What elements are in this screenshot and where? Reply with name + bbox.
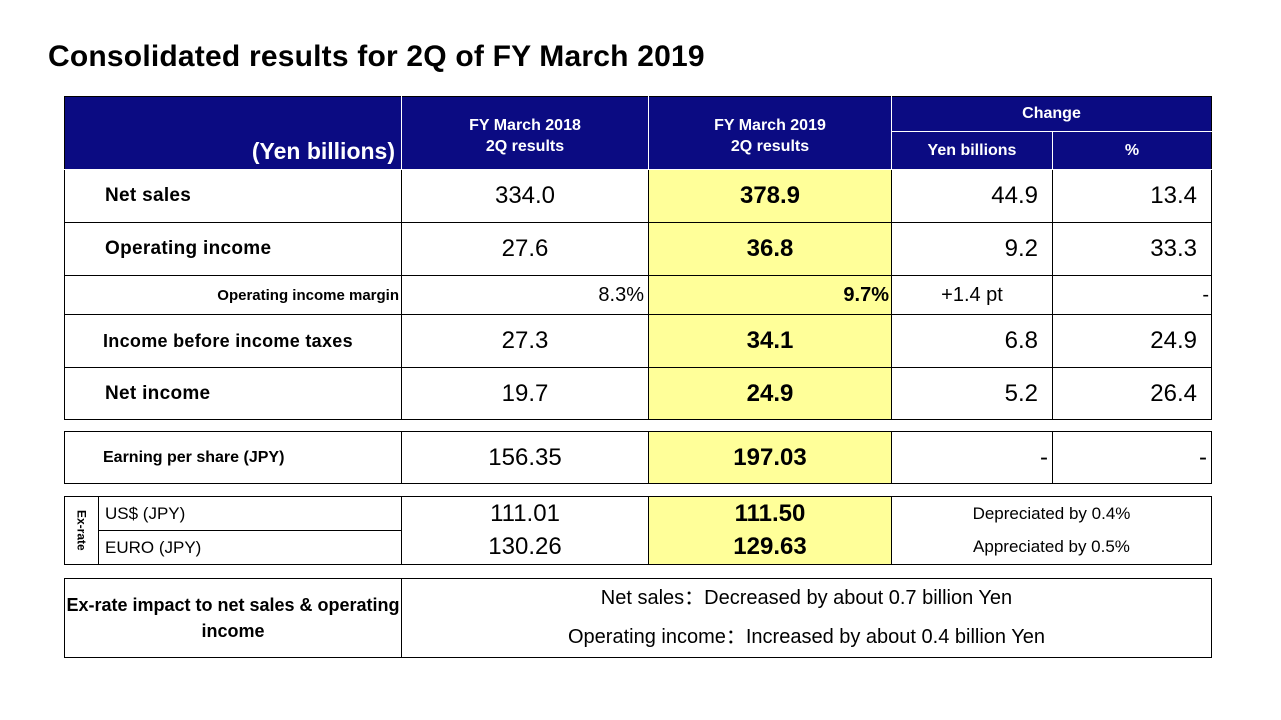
- table-row: Net sales 334.0 378.9 44.9 13.4: [64, 169, 1213, 223]
- impact-line: Operating income：Increased by about 0.4 …: [568, 626, 1045, 648]
- table-row: Operating income margin 8.3% 9.7% +1.4 p…: [64, 275, 1213, 315]
- value-2019: 9.7%: [648, 275, 892, 315]
- row-label: Net sales: [64, 169, 402, 223]
- change-pct: 24.9: [1051, 314, 1213, 368]
- table-row: Operating income 27.6 36.8 9.2 33.3: [64, 222, 1213, 276]
- col-header-change-yen: Yen billions: [891, 131, 1053, 170]
- eps-table: Earning per share (JPY) 156.35 197.03 - …: [64, 431, 1212, 484]
- row-label: Income before income taxes: [64, 314, 402, 368]
- impact-text: Net sales：Decreased by about 0.7 billion…: [401, 578, 1212, 658]
- table-row: Ex-rate impact to net sales & operating …: [64, 578, 1212, 658]
- col-header-change-pct: %: [1051, 131, 1213, 170]
- exrate-2018: 130.26: [401, 530, 649, 565]
- change-yen: 9.2: [891, 222, 1053, 276]
- exrate-note: Appreciated by 0.5%: [891, 530, 1212, 565]
- change-yen: 6.8: [891, 314, 1053, 368]
- exrate-label: US$ (JPY): [98, 496, 402, 531]
- change-yen: 5.2: [891, 367, 1053, 420]
- change-yen: 44.9: [891, 169, 1053, 223]
- change-pct: 13.4: [1051, 169, 1213, 223]
- col-header-2018: FY March 2018 2Q results: [401, 96, 649, 170]
- change-pct: 26.4: [1051, 367, 1213, 420]
- value-2018: 27.6: [401, 222, 649, 276]
- eps-2018: 156.35: [401, 431, 649, 484]
- exrate-2019: 111.50: [648, 496, 892, 531]
- eps-change-yen: -: [891, 431, 1053, 484]
- value-2018: 27.3: [401, 314, 649, 368]
- eps-label: Earning per share (JPY): [64, 431, 402, 484]
- value-2019: 378.9: [648, 169, 892, 223]
- impact-line: Net sales：Decreased by about 0.7 billion…: [600, 587, 1013, 609]
- value-2018: 334.0: [401, 169, 649, 223]
- change-yen: +1.4 pt: [891, 275, 1053, 315]
- eps-2019: 197.03: [648, 431, 892, 484]
- row-label: Operating income: [64, 222, 402, 276]
- table-row: EURO (JPY) 130.26 129.63 Appreciated by …: [65, 530, 1212, 565]
- table-row: Net income 19.7 24.9 5.2 26.4: [64, 367, 1213, 420]
- change-pct: 33.3: [1051, 222, 1213, 276]
- table-row: Ex-rate US$ (JPY) 111.01 111.50 Deprecia…: [64, 496, 1212, 565]
- results-table: (Yen billions) FY March 2018 2Q results F…: [64, 96, 1213, 420]
- value-2018: 8.3%: [401, 275, 649, 315]
- impact-table: Ex-rate impact to net sales & operating …: [64, 578, 1212, 658]
- unit-label: (Yen billions): [64, 96, 402, 170]
- table-row: Earning per share (JPY) 156.35 197.03 - …: [64, 431, 1212, 484]
- change-pct: -: [1051, 275, 1213, 315]
- eps-change-pct: -: [1052, 431, 1212, 484]
- col-header-change: Change: [890, 96, 1213, 132]
- value-2018: 19.7: [401, 367, 649, 420]
- exrate-2018: 111.01: [401, 496, 649, 531]
- row-label: Net income: [64, 367, 402, 420]
- value-2019: 34.1: [648, 314, 892, 368]
- value-2019: 36.8: [648, 222, 892, 276]
- exrate-label: EURO (JPY): [98, 530, 402, 565]
- exrate-table: Ex-rate US$ (JPY) 111.01 111.50 Deprecia…: [64, 496, 1212, 565]
- page-title: Consolidated results for 2Q of FY March …: [48, 40, 705, 73]
- value-2019: 24.9: [648, 367, 892, 420]
- exrate-2019: 129.63: [648, 530, 892, 565]
- exrate-note: Depreciated by 0.4%: [891, 496, 1212, 531]
- table-row: Income before income taxes 27.3 34.1 6.8…: [64, 314, 1213, 368]
- impact-label: Ex-rate impact to net sales & operating …: [64, 578, 402, 658]
- exrate-side-label: Ex-rate: [64, 496, 99, 565]
- col-header-2019: FY March 2019 2Q results: [648, 96, 892, 170]
- row-label: Operating income margin: [64, 275, 402, 315]
